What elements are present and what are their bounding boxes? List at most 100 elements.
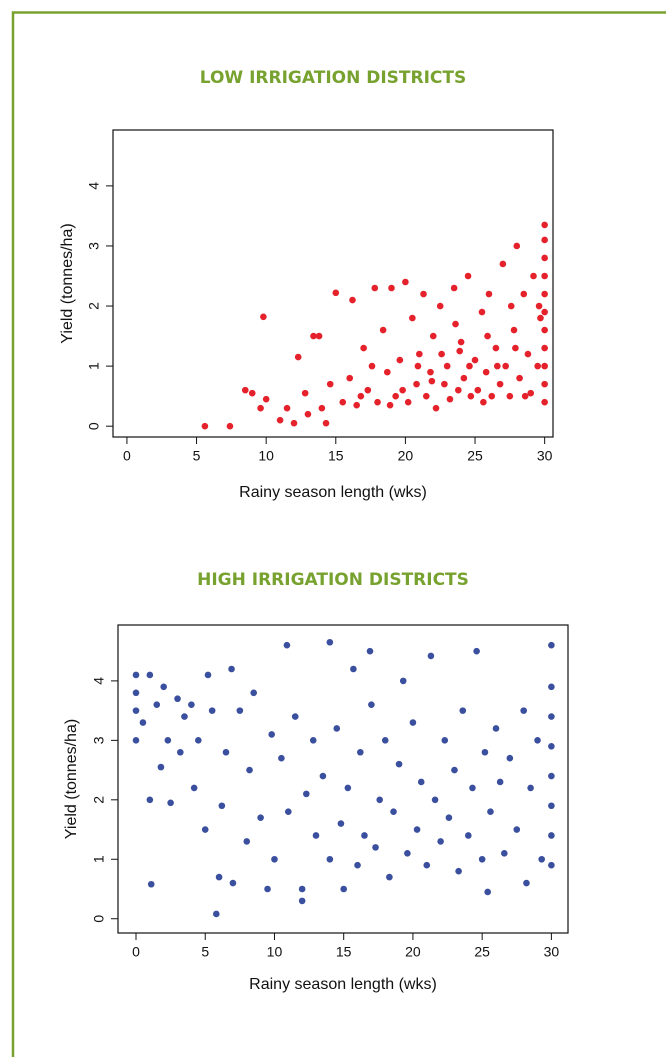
point: [236, 707, 244, 714]
point: [177, 748, 184, 756]
chart-title: HIGH IRRIGATION DISTRICTS: [197, 570, 469, 590]
point: [510, 326, 518, 334]
point: [441, 380, 448, 388]
point: [457, 338, 465, 346]
point: [337, 820, 345, 827]
point: [208, 707, 216, 714]
point: [257, 404, 264, 412]
point: [381, 737, 389, 744]
point: [431, 796, 439, 804]
point: [304, 410, 312, 418]
point: [530, 272, 537, 280]
point: [379, 326, 387, 334]
x-axis-label: Rainy season length (wks): [249, 976, 437, 993]
point: [437, 838, 444, 845]
x-tick-label: 0: [132, 944, 140, 960]
point: [384, 368, 391, 376]
point: [326, 855, 334, 863]
point: [541, 362, 548, 370]
point: [132, 671, 140, 679]
point: [361, 832, 368, 839]
point: [492, 344, 500, 352]
point: [319, 772, 327, 780]
point: [164, 737, 172, 744]
point: [386, 401, 394, 409]
y-tick-label: 1: [91, 855, 107, 863]
point: [541, 308, 548, 316]
point: [456, 347, 464, 355]
x-tick-label: 30: [537, 448, 553, 464]
y-tick-label: 1: [86, 362, 102, 370]
x-tick-label: 10: [267, 944, 283, 960]
point: [492, 725, 500, 732]
point: [222, 748, 230, 756]
x-tick-label: 25: [467, 448, 483, 464]
point: [541, 254, 548, 262]
point: [513, 826, 521, 833]
point: [243, 838, 251, 845]
point: [188, 701, 195, 708]
point: [409, 719, 417, 726]
point: [416, 350, 423, 358]
point: [471, 356, 479, 364]
point: [488, 392, 496, 400]
point: [455, 867, 462, 875]
point: [353, 401, 360, 409]
x-tick-label: 25: [474, 944, 490, 960]
chart-title: LOW IRRIGATION DISTRICTS: [200, 68, 467, 88]
point: [322, 419, 330, 427]
point: [371, 284, 379, 292]
point: [357, 748, 364, 756]
point: [535, 302, 543, 310]
point: [395, 760, 403, 768]
point: [541, 290, 548, 298]
plot-frame: [117, 624, 569, 934]
point: [392, 392, 399, 400]
point: [438, 350, 445, 358]
point: [409, 314, 416, 322]
point: [469, 784, 476, 792]
point: [346, 374, 354, 382]
x-tick-label: 20: [405, 944, 421, 960]
point: [402, 278, 409, 286]
point: [473, 647, 480, 655]
y-tick-label: 2: [91, 796, 107, 804]
point: [524, 350, 532, 358]
point: [195, 737, 202, 744]
point: [485, 290, 493, 298]
y-tick-label: 0: [86, 422, 102, 430]
point: [520, 707, 527, 714]
point: [481, 748, 489, 756]
point: [201, 826, 209, 833]
point: [326, 380, 334, 388]
point: [478, 855, 486, 863]
point: [139, 719, 147, 726]
point: [285, 808, 292, 816]
point: [283, 404, 291, 412]
point: [464, 272, 472, 280]
point: [480, 398, 487, 406]
point: [167, 799, 174, 807]
point: [445, 814, 453, 821]
point: [520, 290, 528, 298]
point: [432, 404, 440, 412]
point: [506, 392, 514, 400]
point: [506, 754, 514, 762]
point: [357, 392, 365, 400]
point: [502, 362, 509, 370]
point: [422, 392, 430, 400]
point: [541, 398, 548, 406]
point: [537, 314, 544, 322]
point: [213, 910, 220, 918]
point: [541, 221, 548, 229]
point: [436, 302, 444, 310]
point: [487, 808, 494, 816]
point: [441, 737, 449, 744]
point: [174, 695, 181, 703]
point: [376, 796, 383, 804]
point: [404, 850, 411, 857]
point: [548, 713, 555, 720]
x-tick-label: 15: [336, 944, 352, 960]
point: [496, 778, 504, 786]
